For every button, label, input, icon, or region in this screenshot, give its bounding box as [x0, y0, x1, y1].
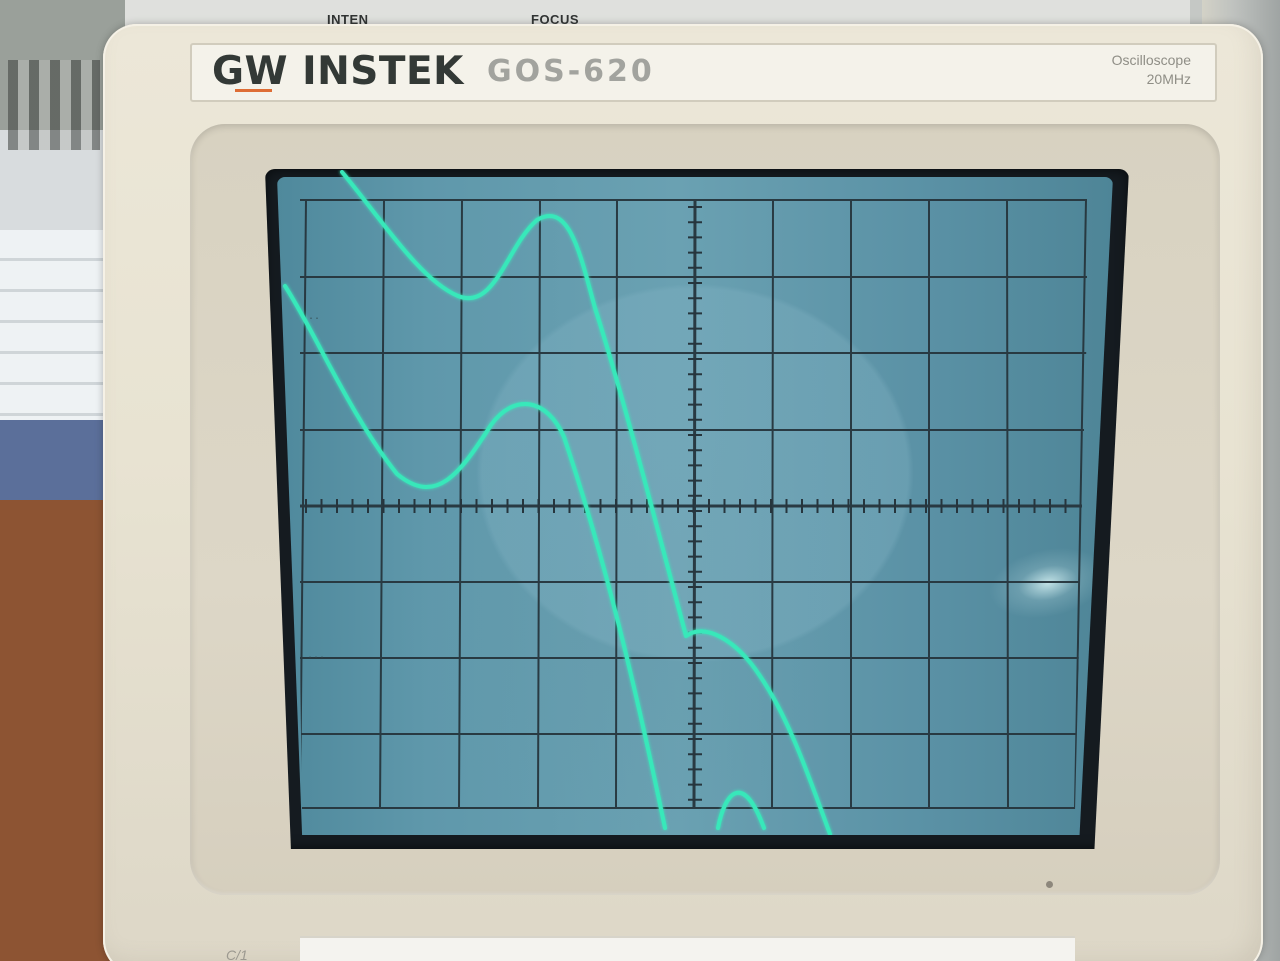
scope-spec: Oscilloscope 20MHz	[1051, 51, 1191, 89]
graticule-mark-bottom: ...	[307, 650, 325, 661]
brand-underline	[235, 89, 272, 92]
bandwidth-label: 20MHz	[1146, 71, 1191, 87]
intensity-control-label: INTEN	[327, 12, 369, 27]
vertical-axis-ticks	[688, 206, 702, 801]
lower-waveform-trace	[283, 284, 667, 830]
panel-mark: C/1	[226, 947, 248, 961]
horizontal-axis-ticks	[305, 499, 1067, 513]
front-control-panel	[300, 936, 1075, 961]
focus-control-label: FOCUS	[531, 12, 579, 27]
upper-waveform-trace	[340, 170, 832, 835]
brand-logo: GW INSTEK	[212, 49, 464, 94]
model-name: GOS-620	[487, 54, 655, 89]
small-waveform-arc	[716, 790, 766, 830]
bezel-screw	[1046, 881, 1053, 888]
brand-strip: GW INSTEK GOS-620 Oscilloscope 20MHz	[190, 43, 1217, 102]
graticule-mark-top: ...	[302, 311, 320, 322]
scope-type-label: Oscilloscope	[1111, 52, 1191, 68]
